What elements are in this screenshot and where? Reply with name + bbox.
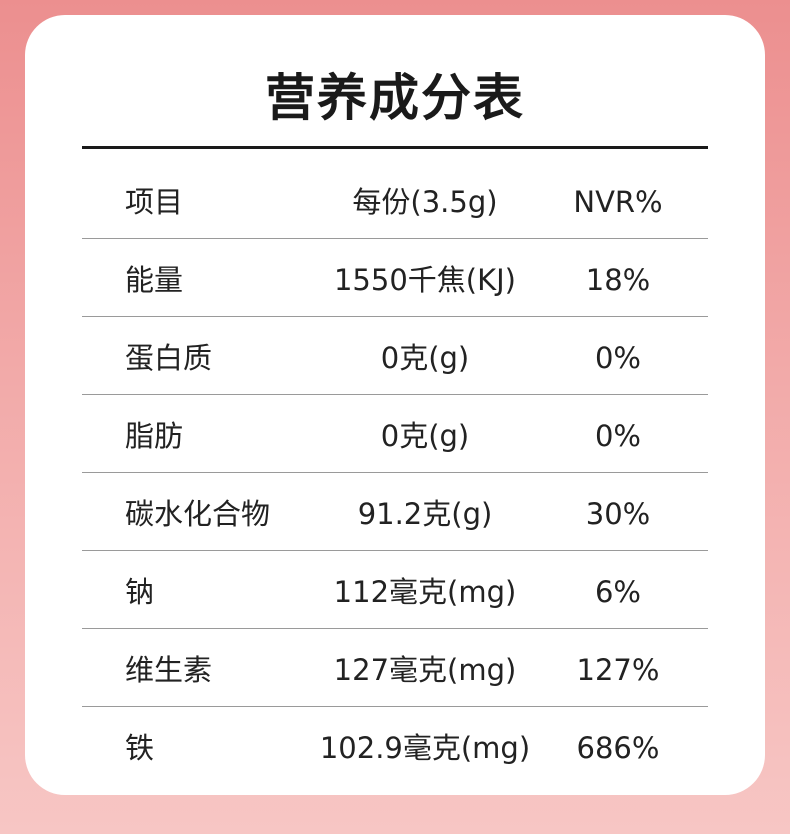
row-cell: 0克(g) xyxy=(380,419,470,453)
row-cell: 1550千焦(KJ) xyxy=(333,263,516,297)
row-cell: 91.2克(g) xyxy=(357,497,493,531)
row-cell: 0% xyxy=(594,341,641,375)
row-cell: 脂肪 xyxy=(125,419,184,453)
title: 营养成分表 xyxy=(265,69,525,127)
row-cell: 0% xyxy=(594,419,641,453)
row-cell: 能量 xyxy=(125,263,184,297)
header-cell: NVR% xyxy=(573,185,663,219)
row-cell: 6% xyxy=(594,575,641,609)
card xyxy=(25,15,765,795)
row-cell: 0克(g) xyxy=(380,341,470,375)
row-cell: 钠 xyxy=(125,575,155,609)
row-cell: 127% xyxy=(576,653,660,687)
row-cell: 铁 xyxy=(125,731,155,765)
header-cell: 每份(3.5g) xyxy=(352,185,498,219)
row-separator xyxy=(82,706,708,707)
row-separator xyxy=(82,316,708,317)
row-cell: 30% xyxy=(585,497,651,531)
row-cell: 112毫克(mg) xyxy=(333,575,517,609)
row-cell: 102.9毫克(mg) xyxy=(319,731,531,765)
header-cell: 项目 xyxy=(125,185,184,219)
row-cell: 维生素 xyxy=(125,653,213,687)
row-separator xyxy=(82,472,708,473)
row-separator xyxy=(82,238,708,239)
row-cell: 碳水化合物 xyxy=(125,497,271,531)
title-rule xyxy=(82,146,708,149)
row-cell: 127毫克(mg) xyxy=(333,653,517,687)
row-cell: 18% xyxy=(585,263,651,297)
row-cell: 蛋白质 xyxy=(125,341,213,375)
row-separator xyxy=(82,394,708,395)
row-separator xyxy=(82,628,708,629)
row-cell: 686% xyxy=(576,731,660,765)
row-separator xyxy=(82,550,708,551)
